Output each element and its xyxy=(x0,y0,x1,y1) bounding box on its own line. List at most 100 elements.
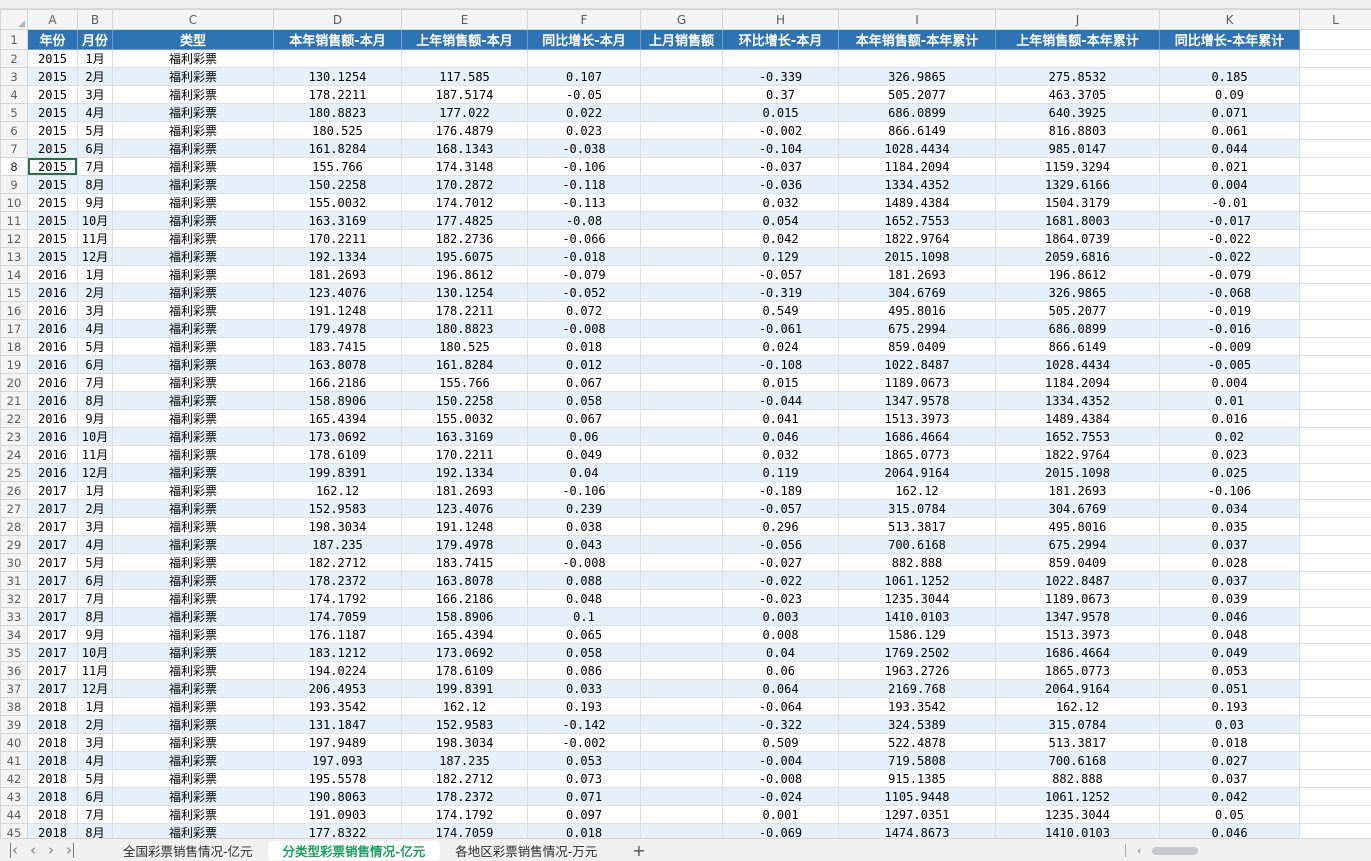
cell[interactable] xyxy=(640,769,723,788)
row-header[interactable]: 31 xyxy=(0,571,28,590)
cell[interactable]: 0.022 xyxy=(527,103,641,122)
cell[interactable]: 181.2693 xyxy=(273,265,402,284)
cell[interactable]: 0.051 xyxy=(1159,679,1300,698)
row-header[interactable]: 19 xyxy=(0,355,28,374)
cell[interactable]: 1681.8003 xyxy=(995,211,1160,230)
cell[interactable]: 2015 xyxy=(27,247,78,266)
cell[interactable]: 福利彩票 xyxy=(112,553,274,572)
cell[interactable]: 0.053 xyxy=(1159,661,1300,680)
cell[interactable]: -0.024 xyxy=(722,787,839,806)
cell[interactable]: 0.02 xyxy=(1159,427,1300,446)
row-header[interactable]: 35 xyxy=(0,643,28,662)
cell[interactable]: 11月 xyxy=(77,445,113,464)
cell[interactable]: 859.0409 xyxy=(838,337,996,356)
cell[interactable]: -0.106 xyxy=(527,157,641,176)
cell[interactable]: 0.072 xyxy=(527,301,641,320)
cell[interactable] xyxy=(1299,571,1371,590)
cell[interactable] xyxy=(1299,391,1371,410)
cell[interactable]: 161.8284 xyxy=(401,355,528,374)
cell[interactable]: -0.044 xyxy=(722,391,839,410)
cell[interactable]: 174.7059 xyxy=(401,823,528,838)
row-header[interactable]: 26 xyxy=(0,481,28,500)
cell[interactable]: 0.034 xyxy=(1159,499,1300,518)
cell[interactable]: 0.049 xyxy=(1159,643,1300,662)
cell[interactable]: 0.09 xyxy=(1159,85,1300,104)
last-sheet-icon[interactable]: › xyxy=(66,840,74,859)
cell[interactable]: 2017 xyxy=(27,553,78,572)
cell[interactable]: -0.057 xyxy=(722,265,839,284)
cell[interactable]: 123.4076 xyxy=(273,283,402,302)
cell[interactable]: 2064.9164 xyxy=(995,679,1160,698)
cell[interactable]: -0.061 xyxy=(722,319,839,338)
cell[interactable]: 2018 xyxy=(27,697,78,716)
cell[interactable]: -0.037 xyxy=(722,157,839,176)
cell[interactable]: 196.8612 xyxy=(401,265,528,284)
cell[interactable]: 165.4394 xyxy=(273,409,402,428)
cell[interactable]: 191.0903 xyxy=(273,805,402,824)
cell[interactable]: 1月 xyxy=(77,265,113,284)
cell[interactable]: 315.0784 xyxy=(995,715,1160,734)
cell[interactable]: 1489.4384 xyxy=(838,193,996,212)
row-header[interactable]: 29 xyxy=(0,535,28,554)
cell[interactable]: 福利彩票 xyxy=(112,481,274,500)
cell[interactable]: 1513.3973 xyxy=(838,409,996,428)
cell[interactable]: -0.01 xyxy=(1159,193,1300,212)
cell[interactable]: 326.9865 xyxy=(838,67,996,86)
cell[interactable]: 2016 xyxy=(27,427,78,446)
cell[interactable]: 2015 xyxy=(27,103,78,122)
cell[interactable]: 0.008 xyxy=(722,625,839,644)
cell[interactable] xyxy=(1299,589,1371,608)
cell[interactable]: 155.0032 xyxy=(401,409,528,428)
row-header[interactable]: 21 xyxy=(0,391,28,410)
cell[interactable] xyxy=(1299,283,1371,302)
cell[interactable]: 199.8391 xyxy=(401,679,528,698)
cell[interactable]: 福利彩票 xyxy=(112,733,274,752)
column-header-E[interactable]: E xyxy=(401,9,528,30)
cell[interactable]: 12月 xyxy=(77,247,113,266)
row-header[interactable]: 34 xyxy=(0,625,28,644)
cell[interactable]: 686.0899 xyxy=(838,103,996,122)
cell[interactable]: 882.888 xyxy=(838,553,996,572)
cell[interactable]: 0.015 xyxy=(722,373,839,392)
cell[interactable]: 0.023 xyxy=(527,121,641,140)
row-header[interactable]: 17 xyxy=(0,319,28,338)
cell[interactable]: -0.069 xyxy=(722,823,839,838)
cell[interactable] xyxy=(838,49,996,68)
cell[interactable]: 170.2872 xyxy=(401,175,528,194)
cell[interactable]: 1347.9578 xyxy=(995,607,1160,626)
cell[interactable]: 304.6769 xyxy=(995,499,1160,518)
cell[interactable]: 福利彩票 xyxy=(112,805,274,824)
cell[interactable]: 1159.3294 xyxy=(995,157,1160,176)
cell[interactable]: 2016 xyxy=(27,265,78,284)
cell[interactable]: 178.6109 xyxy=(273,445,402,464)
cell[interactable]: -0.009 xyxy=(1159,337,1300,356)
cell[interactable]: 福利彩票 xyxy=(112,517,274,536)
cell[interactable]: 福利彩票 xyxy=(112,193,274,212)
cell[interactable]: 2017 xyxy=(27,499,78,518)
row-header[interactable]: 10 xyxy=(0,193,28,212)
row-header[interactable]: 14 xyxy=(0,265,28,284)
cell[interactable]: 福利彩票 xyxy=(112,337,274,356)
cell[interactable]: 2015 xyxy=(27,121,78,140)
cell[interactable]: 2018 xyxy=(27,787,78,806)
cell[interactable]: 192.1334 xyxy=(273,247,402,266)
cell[interactable]: 0.018 xyxy=(527,823,641,838)
cell[interactable]: 0.046 xyxy=(1159,823,1300,838)
cell[interactable]: 513.3817 xyxy=(838,517,996,536)
cell[interactable]: 0.025 xyxy=(1159,463,1300,482)
cell[interactable] xyxy=(640,661,723,680)
cell[interactable]: 8月 xyxy=(77,607,113,626)
cell[interactable]: 福利彩票 xyxy=(112,571,274,590)
cell[interactable]: 0.032 xyxy=(722,445,839,464)
row-header[interactable]: 24 xyxy=(0,445,28,464)
cell[interactable]: 181.2693 xyxy=(401,481,528,500)
cell[interactable] xyxy=(640,499,723,518)
header-cell[interactable]: 年份 xyxy=(27,29,78,50)
cell[interactable]: 859.0409 xyxy=(995,553,1160,572)
cell[interactable]: 180.8823 xyxy=(401,319,528,338)
cell[interactable]: 0.012 xyxy=(527,355,641,374)
cell[interactable]: 123.4076 xyxy=(401,499,528,518)
row-header[interactable]: 13 xyxy=(0,247,28,266)
cell[interactable]: 福利彩票 xyxy=(112,211,274,230)
cell[interactable]: 2015 xyxy=(27,175,78,194)
